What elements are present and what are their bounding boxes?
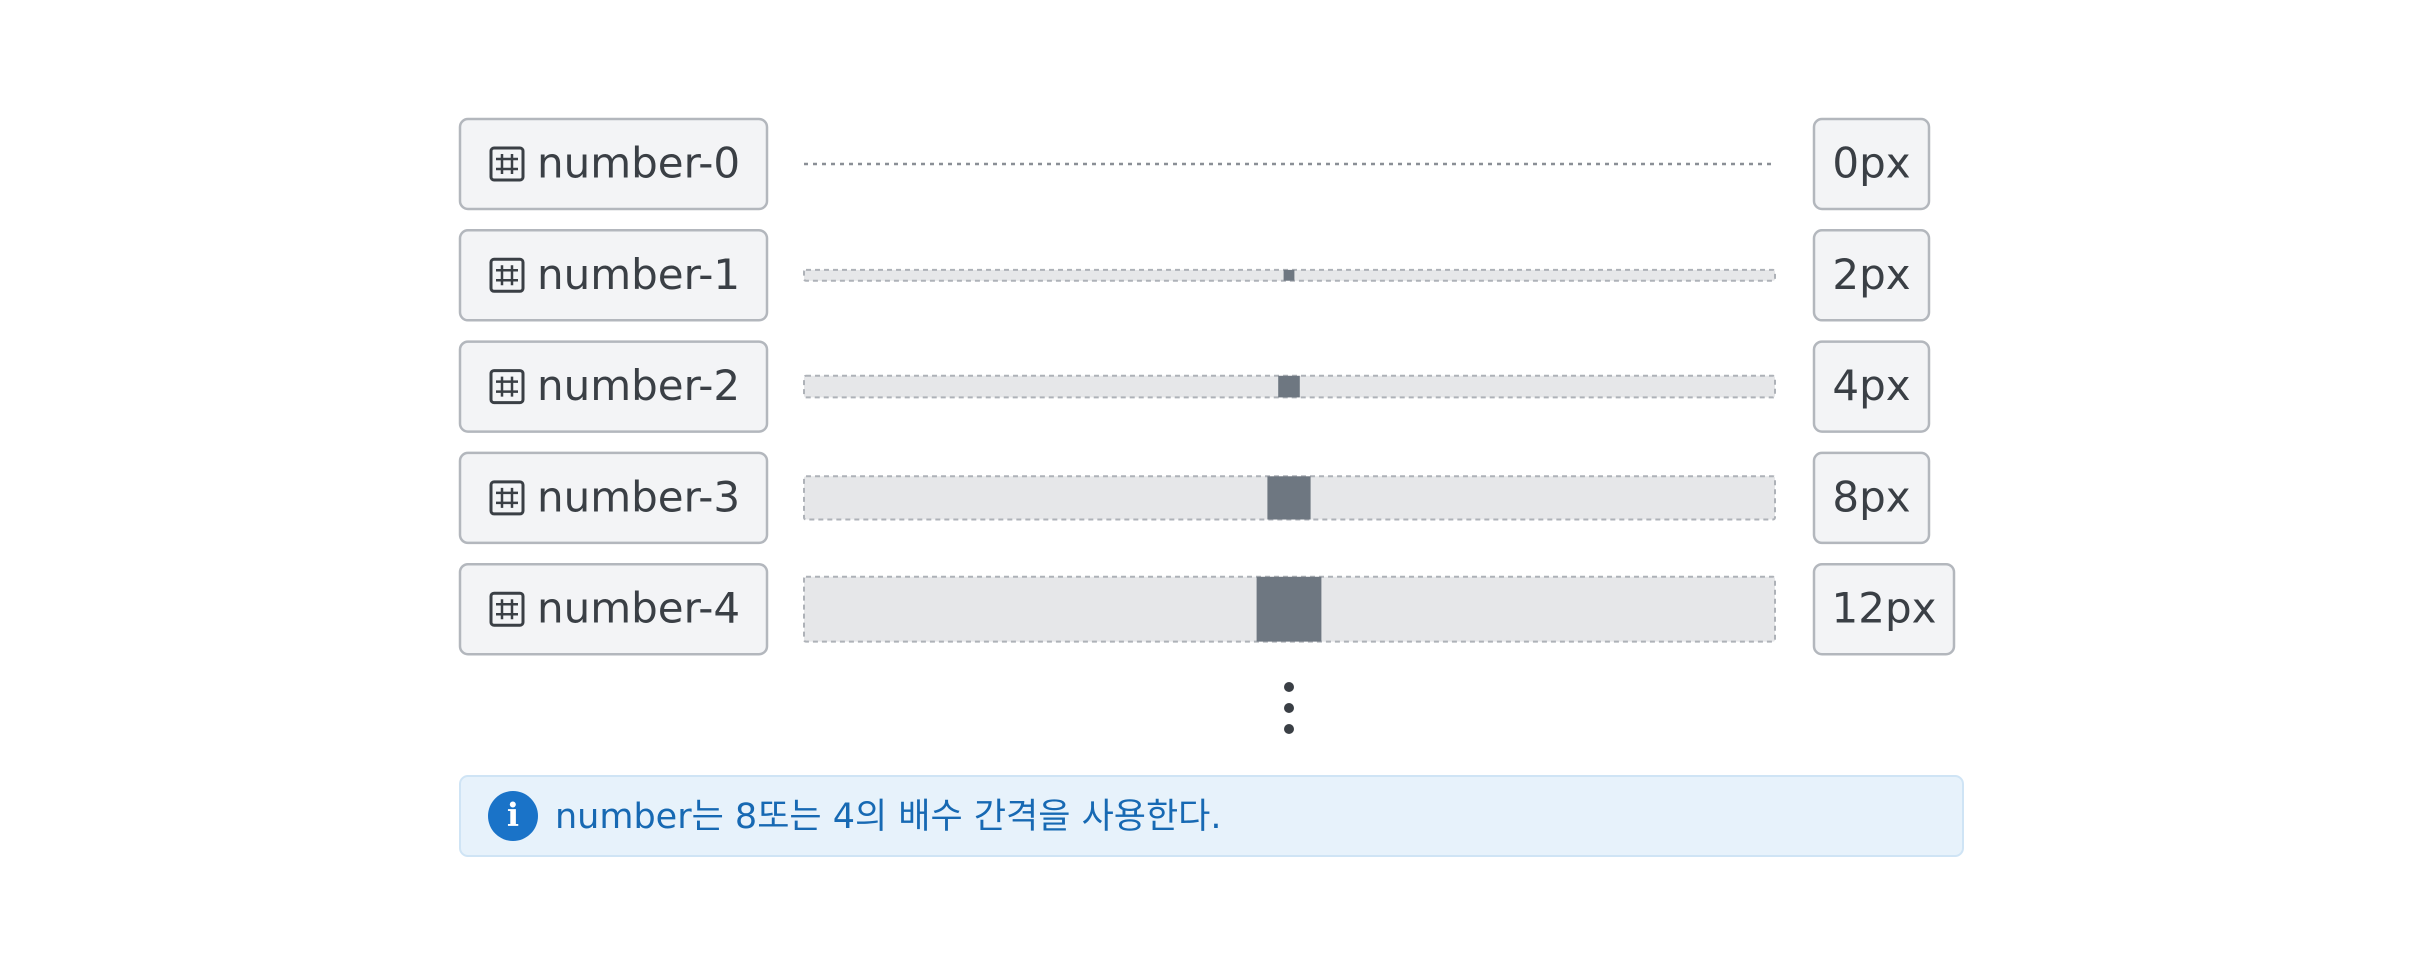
size-box (1812, 340, 1931, 433)
hash-glyph (496, 487, 518, 508)
size-box (1812, 451, 1931, 545)
hash-icon (489, 257, 525, 293)
size-square (1256, 576, 1322, 642)
hash-glyph (496, 599, 518, 620)
info-icon-glyph: i (507, 796, 519, 834)
token-name: number-3 (537, 472, 740, 521)
size-square (1267, 476, 1311, 520)
info-icon (488, 791, 538, 841)
size-label: 12px (1832, 584, 1937, 633)
hash-icon (489, 146, 525, 182)
token-box (458, 229, 769, 322)
token-name: number-4 (537, 584, 740, 633)
size-label: 8px (1832, 472, 1910, 521)
token-name: number-1 (537, 250, 740, 299)
size-box (1812, 117, 1931, 211)
size-square (1278, 375, 1300, 398)
info-box (459, 775, 1964, 857)
info-text: number는 8또는 4의 배수 간격을 사용한다. (555, 797, 1222, 837)
hash-glyph (496, 154, 518, 174)
hash-glyph (496, 376, 518, 397)
size-label: 2px (1832, 250, 1910, 299)
dot (1284, 682, 1294, 692)
size-box (1812, 562, 1956, 656)
dot (1284, 724, 1294, 734)
token-name: number-2 (537, 361, 740, 410)
size-label: 4px (1832, 361, 1910, 410)
size-label: 0px (1832, 139, 1910, 188)
ellipsis (1284, 682, 1294, 734)
token-box (458, 562, 769, 656)
size-square (1283, 269, 1295, 281)
hash-icon (489, 591, 525, 627)
size-box (1812, 229, 1931, 322)
hash-glyph (496, 265, 518, 286)
hash-icon (489, 480, 525, 516)
hash-icon (489, 369, 525, 405)
token-box (458, 117, 769, 211)
token-box (458, 451, 769, 545)
token-box (458, 340, 769, 433)
dot (1284, 703, 1294, 713)
token-name: number-0 (537, 139, 740, 188)
